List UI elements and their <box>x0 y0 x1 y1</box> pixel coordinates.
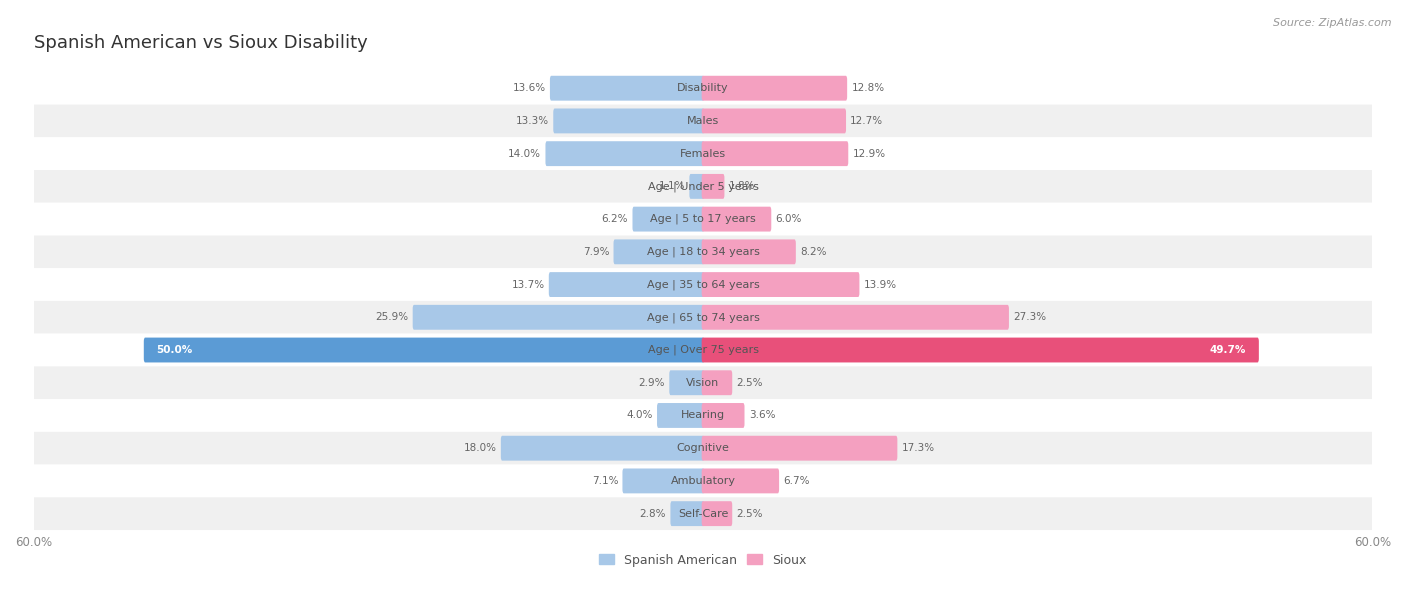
FancyBboxPatch shape <box>34 203 1372 236</box>
FancyBboxPatch shape <box>34 268 1372 301</box>
Text: 13.9%: 13.9% <box>863 280 897 289</box>
FancyBboxPatch shape <box>34 367 1372 399</box>
Text: Cognitive: Cognitive <box>676 443 730 453</box>
Text: Spanish American vs Sioux Disability: Spanish American vs Sioux Disability <box>34 34 367 52</box>
Text: Age | 5 to 17 years: Age | 5 to 17 years <box>650 214 756 225</box>
FancyBboxPatch shape <box>689 174 704 199</box>
FancyBboxPatch shape <box>613 239 704 264</box>
FancyBboxPatch shape <box>34 301 1372 334</box>
FancyBboxPatch shape <box>702 207 772 231</box>
FancyBboxPatch shape <box>671 501 704 526</box>
FancyBboxPatch shape <box>413 305 704 330</box>
FancyBboxPatch shape <box>34 432 1372 465</box>
FancyBboxPatch shape <box>702 468 779 493</box>
FancyBboxPatch shape <box>501 436 704 461</box>
FancyBboxPatch shape <box>34 236 1372 268</box>
FancyBboxPatch shape <box>702 436 897 461</box>
Text: Source: ZipAtlas.com: Source: ZipAtlas.com <box>1274 18 1392 28</box>
FancyBboxPatch shape <box>702 501 733 526</box>
Text: 50.0%: 50.0% <box>156 345 193 355</box>
Text: Age | 65 to 74 years: Age | 65 to 74 years <box>647 312 759 323</box>
Text: 8.2%: 8.2% <box>800 247 827 257</box>
Text: 1.8%: 1.8% <box>728 181 755 192</box>
Text: Age | Over 75 years: Age | Over 75 years <box>648 345 758 356</box>
FancyBboxPatch shape <box>34 72 1372 105</box>
FancyBboxPatch shape <box>702 338 1258 362</box>
Text: 13.7%: 13.7% <box>512 280 544 289</box>
Text: 3.6%: 3.6% <box>749 411 775 420</box>
FancyBboxPatch shape <box>34 137 1372 170</box>
FancyBboxPatch shape <box>143 338 704 362</box>
FancyBboxPatch shape <box>34 465 1372 498</box>
Text: 2.8%: 2.8% <box>640 509 666 518</box>
Text: Vision: Vision <box>686 378 720 388</box>
Text: 2.5%: 2.5% <box>737 509 763 518</box>
FancyBboxPatch shape <box>623 468 704 493</box>
Text: Ambulatory: Ambulatory <box>671 476 735 486</box>
Text: 49.7%: 49.7% <box>1211 345 1246 355</box>
Text: 12.7%: 12.7% <box>851 116 883 126</box>
Text: 13.3%: 13.3% <box>516 116 548 126</box>
Text: Self-Care: Self-Care <box>678 509 728 518</box>
Text: Age | 35 to 64 years: Age | 35 to 64 years <box>647 279 759 290</box>
Text: 27.3%: 27.3% <box>1014 312 1046 323</box>
Text: 6.2%: 6.2% <box>602 214 628 224</box>
FancyBboxPatch shape <box>669 370 704 395</box>
Text: 6.7%: 6.7% <box>783 476 810 486</box>
FancyBboxPatch shape <box>546 141 704 166</box>
Text: Hearing: Hearing <box>681 411 725 420</box>
Text: 1.1%: 1.1% <box>658 181 685 192</box>
Text: 12.8%: 12.8% <box>852 83 884 93</box>
Text: Females: Females <box>681 149 725 159</box>
FancyBboxPatch shape <box>657 403 704 428</box>
Text: 2.5%: 2.5% <box>737 378 763 388</box>
Text: 7.9%: 7.9% <box>582 247 609 257</box>
FancyBboxPatch shape <box>34 105 1372 137</box>
Text: 25.9%: 25.9% <box>375 312 409 323</box>
FancyBboxPatch shape <box>34 399 1372 432</box>
Text: 17.3%: 17.3% <box>901 443 935 453</box>
FancyBboxPatch shape <box>554 108 704 133</box>
FancyBboxPatch shape <box>702 76 848 100</box>
FancyBboxPatch shape <box>702 108 846 133</box>
FancyBboxPatch shape <box>702 370 733 395</box>
Text: Disability: Disability <box>678 83 728 93</box>
FancyBboxPatch shape <box>702 305 1010 330</box>
FancyBboxPatch shape <box>702 403 745 428</box>
FancyBboxPatch shape <box>34 498 1372 530</box>
Text: 12.9%: 12.9% <box>852 149 886 159</box>
Text: 4.0%: 4.0% <box>627 411 652 420</box>
FancyBboxPatch shape <box>34 170 1372 203</box>
Text: Age | 18 to 34 years: Age | 18 to 34 years <box>647 247 759 257</box>
FancyBboxPatch shape <box>702 174 724 199</box>
FancyBboxPatch shape <box>548 272 704 297</box>
Text: 13.6%: 13.6% <box>513 83 546 93</box>
Text: Males: Males <box>688 116 718 126</box>
FancyBboxPatch shape <box>702 239 796 264</box>
Legend: Spanish American, Sioux: Spanish American, Sioux <box>595 548 811 572</box>
Text: 18.0%: 18.0% <box>464 443 496 453</box>
Text: 14.0%: 14.0% <box>508 149 541 159</box>
Text: 6.0%: 6.0% <box>776 214 801 224</box>
FancyBboxPatch shape <box>633 207 704 231</box>
Text: 7.1%: 7.1% <box>592 476 619 486</box>
FancyBboxPatch shape <box>34 334 1372 367</box>
FancyBboxPatch shape <box>702 141 848 166</box>
Text: Age | Under 5 years: Age | Under 5 years <box>648 181 758 192</box>
FancyBboxPatch shape <box>702 272 859 297</box>
FancyBboxPatch shape <box>550 76 704 100</box>
Text: 2.9%: 2.9% <box>638 378 665 388</box>
